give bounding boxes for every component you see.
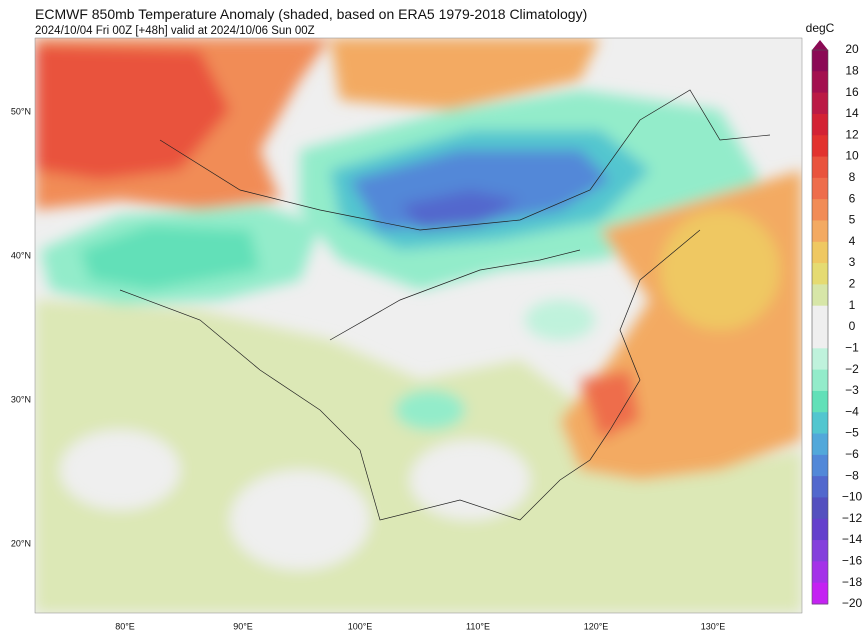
colorbar-label: −10 <box>842 490 863 504</box>
colorbar-label: 16 <box>845 85 859 99</box>
borders <box>119 89 771 521</box>
colorbar-label: 12 <box>845 127 859 141</box>
colorbar-label: 4 <box>849 234 856 248</box>
colorbar-frame <box>811 49 829 605</box>
colorbar-segment <box>812 540 828 562</box>
lon-label: 80°E <box>115 621 135 631</box>
colorbar-label: −1 <box>845 340 859 354</box>
lon-label: 90°E <box>233 621 253 631</box>
map <box>35 38 802 613</box>
colorbar-label: 1 <box>849 298 856 312</box>
colorbar-label: −16 <box>842 554 863 568</box>
colorbar-segment <box>812 135 828 158</box>
colorbar-label: −20 <box>842 596 863 610</box>
colorbar-segment <box>812 71 828 94</box>
colorbar-segment <box>812 454 828 477</box>
colorbar-segment <box>812 92 828 115</box>
colorbar-label: −2 <box>845 362 859 376</box>
colorbar-segment <box>812 412 828 435</box>
colorbar-segment <box>812 177 828 200</box>
colorbar-segment <box>812 369 828 392</box>
lat-label: 30°N <box>11 394 31 404</box>
lon-label: 120°E <box>584 621 609 631</box>
colorbar-segment <box>812 199 828 221</box>
colorbar-segment <box>812 241 828 264</box>
colorbar-label: −12 <box>842 511 863 525</box>
subtitle: 2024/10/04 Fri 00Z [+48h] valid at 2024/… <box>35 25 315 37</box>
colorbar-segment <box>812 284 828 307</box>
colorbar-segment <box>812 476 828 498</box>
colorbar-label: 18 <box>845 63 859 77</box>
colorbar-label: 3 <box>849 255 856 269</box>
colorbar-label: 14 <box>845 106 859 120</box>
colorbar-label: 8 <box>849 170 856 184</box>
shading <box>35 38 802 613</box>
colorbar-segment <box>812 582 828 605</box>
colorbar-segment <box>812 305 828 328</box>
colorbar-label: 2 <box>849 277 856 291</box>
colorbar-label: −4 <box>845 404 859 418</box>
colorbar-segment <box>812 497 828 520</box>
lat-label: 20°N <box>11 538 31 548</box>
colorbar-label: −14 <box>842 532 863 546</box>
colorbar-label: −18 <box>842 575 863 589</box>
colorbar-label: 10 <box>845 149 859 163</box>
colorbar-unit: degC <box>806 21 835 35</box>
colorbar-segment <box>812 50 828 72</box>
colorbar-segment <box>812 390 828 413</box>
colorbar-label: 6 <box>849 191 856 205</box>
colorbar-segment <box>812 327 828 349</box>
colorbar-segment <box>812 263 828 285</box>
colorbar-segment <box>812 518 828 541</box>
colorbar-label: 5 <box>849 213 856 227</box>
colorbar-arrow <box>812 40 828 50</box>
colorbar-label: 20 <box>845 42 859 56</box>
colorbar-label: −5 <box>845 426 859 440</box>
colorbar-segment <box>812 561 828 584</box>
colorbar-label: −6 <box>845 447 859 461</box>
lon-label: 100°E <box>348 621 373 631</box>
colorbar-segment <box>812 156 828 179</box>
colorbar-label: −8 <box>845 468 859 482</box>
colorbar-segment <box>812 433 828 456</box>
title: ECMWF 850mb Temperature Anomaly (shaded,… <box>35 6 587 22</box>
colorbar-segment <box>812 348 828 371</box>
colorbar-label: 0 <box>849 319 856 333</box>
lon-label: 110°E <box>466 621 490 631</box>
map-frame <box>34 37 803 614</box>
lon-label: 130°E <box>701 621 726 631</box>
colorbar-segment <box>812 113 828 136</box>
colorbar-label: −3 <box>845 383 859 397</box>
lat-label: 50°N <box>11 106 31 116</box>
colorbar-segment <box>812 220 828 243</box>
lat-label: 40°N <box>11 250 31 260</box>
